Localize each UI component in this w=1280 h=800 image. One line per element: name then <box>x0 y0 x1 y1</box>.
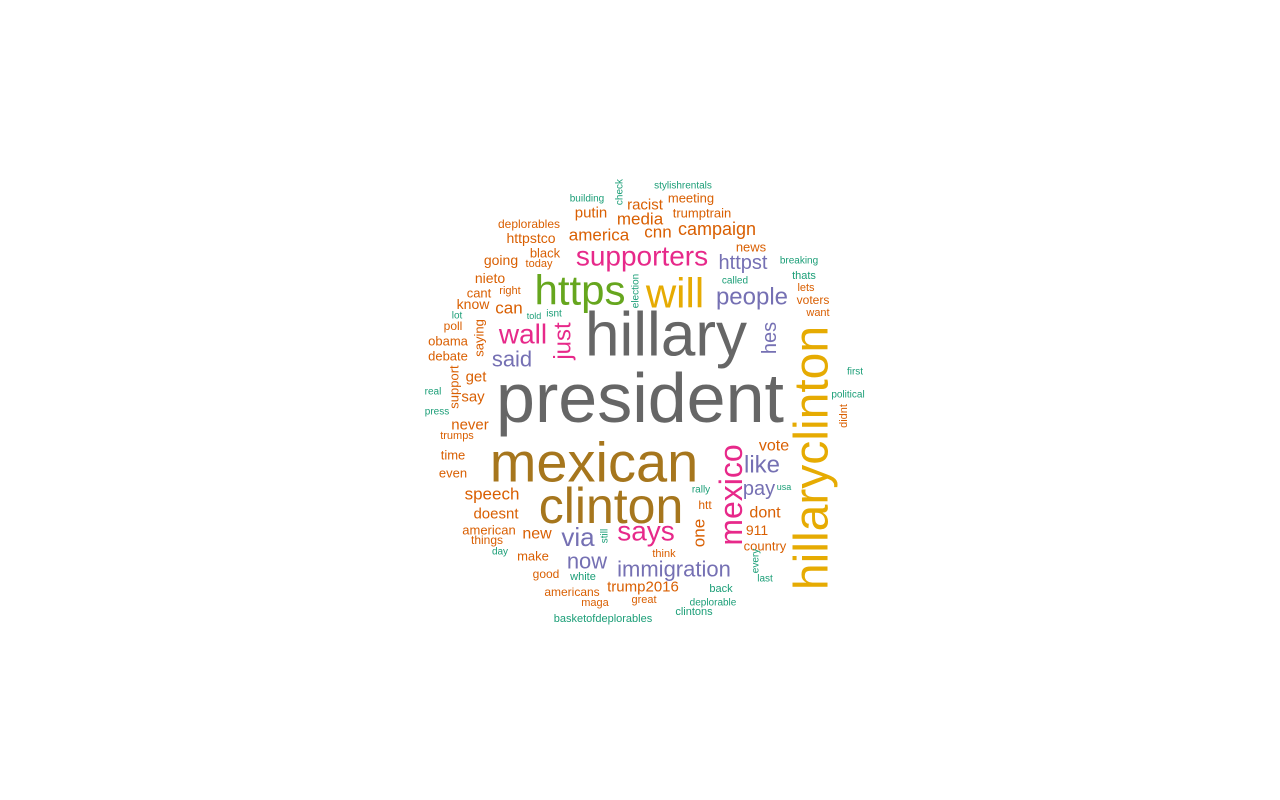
word-right: right <box>499 285 520 297</box>
word-https: https <box>534 267 625 314</box>
word-check: check <box>615 178 626 205</box>
word-election: election <box>631 274 642 308</box>
word-mexico: mexico <box>713 444 749 545</box>
word-support: support <box>447 365 462 409</box>
word-pay: pay <box>743 478 775 500</box>
word-american: american <box>462 523 515 538</box>
word-every: every <box>751 549 762 573</box>
word-hes: hes <box>759 322 781 354</box>
word-rally: rally <box>692 485 710 496</box>
word-trumps: trumps <box>440 430 474 442</box>
word-speech: speech <box>465 485 520 504</box>
word-nieto: nieto <box>475 270 506 286</box>
word-stylishrentals: stylishrentals <box>654 181 712 192</box>
word-voters: voters <box>797 293 830 307</box>
word-real: real <box>425 387 442 398</box>
word-new: new <box>522 526 552 543</box>
word-isnt: isnt <box>546 309 562 320</box>
word-just: just <box>550 322 577 361</box>
word-told: told <box>527 311 542 321</box>
word-never: never <box>451 417 489 434</box>
word-via: via <box>561 522 595 552</box>
word-clinton: clinton <box>539 478 684 534</box>
word-called: called <box>722 276 748 287</box>
word-campaign: campaign <box>678 219 756 239</box>
word-thats: thats <box>792 270 816 282</box>
word-cnn: cnn <box>644 223 671 242</box>
word-wall: wall <box>498 319 547 350</box>
word-clintons: clintons <box>675 606 713 618</box>
word-get: get <box>466 369 488 386</box>
word-today: today <box>526 258 553 270</box>
word-great: great <box>631 594 656 606</box>
word-obama: obama <box>428 334 469 349</box>
word-americans: americans <box>544 585 599 599</box>
word-meeting: meeting <box>668 191 714 206</box>
word-think: think <box>652 548 676 560</box>
word-immigration: immigration <box>617 557 731 582</box>
word-maga: maga <box>581 597 609 609</box>
word-say: say <box>461 389 485 406</box>
word-still: still <box>600 529 611 543</box>
word-going: going <box>484 252 518 268</box>
word-httpst: httpst <box>719 252 768 274</box>
word-press: press <box>425 407 449 418</box>
word-doesnt: doesnt <box>473 506 519 523</box>
word-now: now <box>567 549 607 574</box>
word-back: back <box>709 583 733 595</box>
word-usa: usa <box>777 482 792 492</box>
word-even: even <box>439 466 467 481</box>
word-like: like <box>744 452 780 479</box>
word-dont: dont <box>749 505 781 522</box>
word-poll: poll <box>444 319 463 333</box>
word-basketofdeplorables: basketofdeplorables <box>554 613 653 625</box>
word-didnt: didnt <box>838 404 850 428</box>
word-911: 911 <box>746 522 769 538</box>
word-black: black <box>530 246 561 261</box>
word-racist: racist <box>627 197 664 214</box>
word-want: want <box>805 307 829 319</box>
word-president: president <box>496 359 784 437</box>
word-make: make <box>517 549 549 564</box>
word-country: country <box>744 539 787 554</box>
word-first: first <box>847 367 863 378</box>
word-breaking: breaking <box>780 256 818 267</box>
word-saying: saying <box>472 319 487 357</box>
word-last: last <box>757 574 773 585</box>
word-cant: cant <box>467 286 492 301</box>
word-httpstco: httpstco <box>506 230 555 246</box>
word-trumptrain: trumptrain <box>673 206 732 221</box>
word-debate: debate <box>428 349 468 364</box>
word-america: america <box>569 226 630 245</box>
word-said: said <box>492 347 532 372</box>
word-vote: vote <box>759 438 789 455</box>
word-things: things <box>471 533 503 547</box>
word-white: white <box>569 571 596 583</box>
word-supporters: supporters <box>576 241 708 272</box>
word-people: people <box>716 284 788 311</box>
word-one: one <box>690 519 709 547</box>
word-lets: lets <box>797 282 815 294</box>
word-hillary: hillary <box>585 301 747 370</box>
word-good: good <box>533 567 560 581</box>
word-mexican: mexican <box>490 431 699 494</box>
word-deplorables: deplorables <box>498 217 560 231</box>
word-lot: lot <box>452 311 463 322</box>
word-political: political <box>831 390 864 401</box>
word-putin: putin <box>575 205 608 222</box>
word-deplorable: deplorable <box>690 598 737 609</box>
word-will: will <box>645 270 704 317</box>
word-day: day <box>492 547 508 558</box>
word-htt: htt <box>698 498 712 512</box>
word-news: news <box>736 240 767 255</box>
word-can: can <box>495 299 522 318</box>
word-says: says <box>617 516 675 547</box>
word-know: know <box>457 296 491 312</box>
word-hillaryclinton: hillaryclinton <box>786 326 839 590</box>
word-building: building <box>570 194 604 205</box>
word-time: time <box>441 448 466 463</box>
word-media: media <box>617 210 664 229</box>
word-trump2016: trump2016 <box>607 579 679 596</box>
